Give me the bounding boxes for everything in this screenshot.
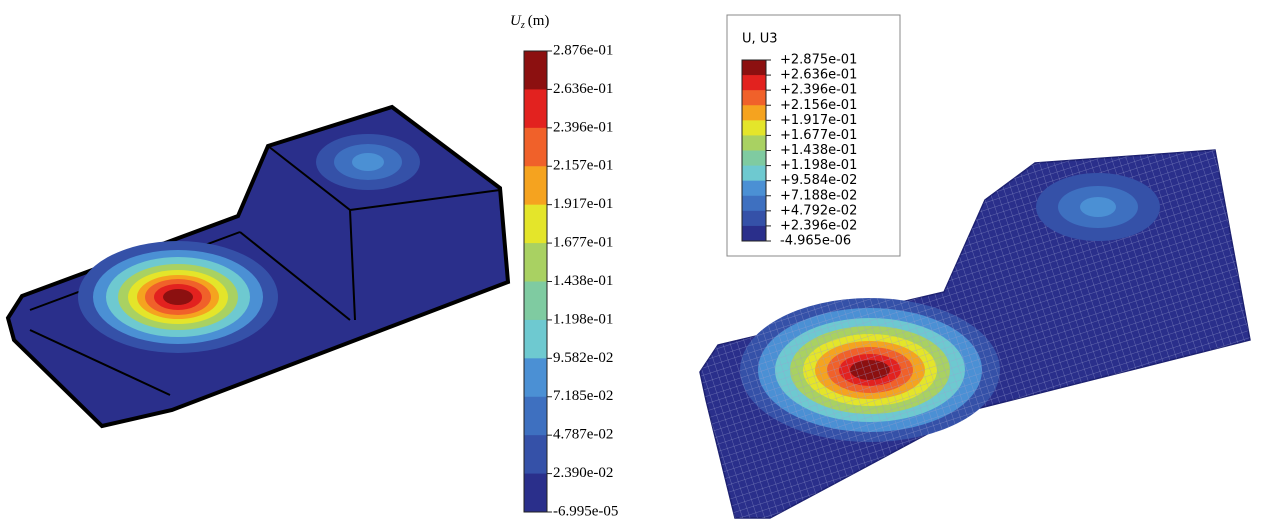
colorbar-label: 7.185e-02: [553, 388, 613, 404]
colorbar-label: 2.157e-01: [553, 158, 613, 174]
color-band: [524, 435, 547, 474]
color-band: [524, 397, 547, 436]
colorbar-label: +2.396e-01: [780, 83, 857, 98]
colorbar-label: +1.677e-01: [780, 128, 857, 143]
color-band: [742, 60, 766, 76]
color-band: [524, 282, 547, 321]
colorbar-label: 2.390e-02: [553, 465, 613, 481]
colorbar-label: +7.188e-02: [780, 188, 857, 203]
colorbar-label: 1.438e-01: [553, 273, 613, 289]
colorbar-label: +4.792e-02: [780, 203, 857, 218]
colorbar-label: 1.677e-01: [553, 235, 613, 251]
colorbar-label: 2.876e-01: [553, 42, 613, 58]
colorbar-label: +2.396e-02: [780, 218, 857, 233]
colorbar-label: -6.995e-05: [553, 503, 618, 519]
color-band: [742, 226, 766, 242]
colorbar-label: +9.584e-02: [780, 173, 857, 188]
left-colorbar: Uz(m) 2.876e-01 2.636e-01 2.396e-01 2.157e-…: [510, 13, 618, 519]
colorbar-label: 2.396e-01: [553, 119, 613, 135]
right-legend: U, U3 +2.875e-01+2.636e-01+2.396e-01+2.1…: [727, 15, 900, 256]
colorbar-label: -4.965e-06: [780, 234, 851, 249]
colorbar-label: 4.787e-02: [553, 427, 613, 443]
color-band: [524, 89, 547, 128]
legend-title: U, U3: [742, 32, 778, 47]
colorbar-label: 9.582e-02: [553, 350, 613, 366]
color-band: [742, 105, 766, 121]
color-band: [742, 211, 766, 227]
color-band: [524, 320, 547, 359]
color-band: [742, 90, 766, 106]
colorbar-title: Uz(m): [510, 13, 549, 31]
colorbar-label: 1.917e-01: [553, 196, 613, 212]
color-band: [742, 166, 766, 182]
colorbar-label: 1.198e-01: [553, 311, 613, 327]
color-band: [524, 51, 547, 90]
left-model: [8, 107, 508, 426]
color-band: [524, 358, 547, 397]
colorbar-label: 2.636e-01: [553, 81, 613, 97]
color-band: [524, 166, 547, 205]
hot-spot: [740, 298, 1000, 442]
colorbar-label: +2.875e-01: [780, 53, 857, 68]
colorbar-label: +1.438e-01: [780, 143, 857, 158]
color-band: [742, 135, 766, 151]
color-band: [524, 205, 547, 244]
hot-spot: [78, 241, 278, 353]
colorbar-label: +2.156e-01: [780, 98, 857, 113]
color-band: [742, 120, 766, 136]
figure: Uz(m) 2.876e-01 2.636e-01 2.396e-01 2.157e-…: [0, 0, 1283, 519]
colorbar-label: +2.636e-01: [780, 68, 857, 83]
color-band: [524, 128, 547, 167]
color-band: [742, 181, 766, 197]
colorbar-label: +1.198e-01: [780, 158, 857, 173]
color-band: [524, 243, 547, 282]
color-band: [742, 196, 766, 212]
color-band: [742, 75, 766, 91]
colorbar-label: +1.917e-01: [780, 113, 857, 128]
color-band: [742, 151, 766, 167]
color-band: [524, 474, 547, 513]
